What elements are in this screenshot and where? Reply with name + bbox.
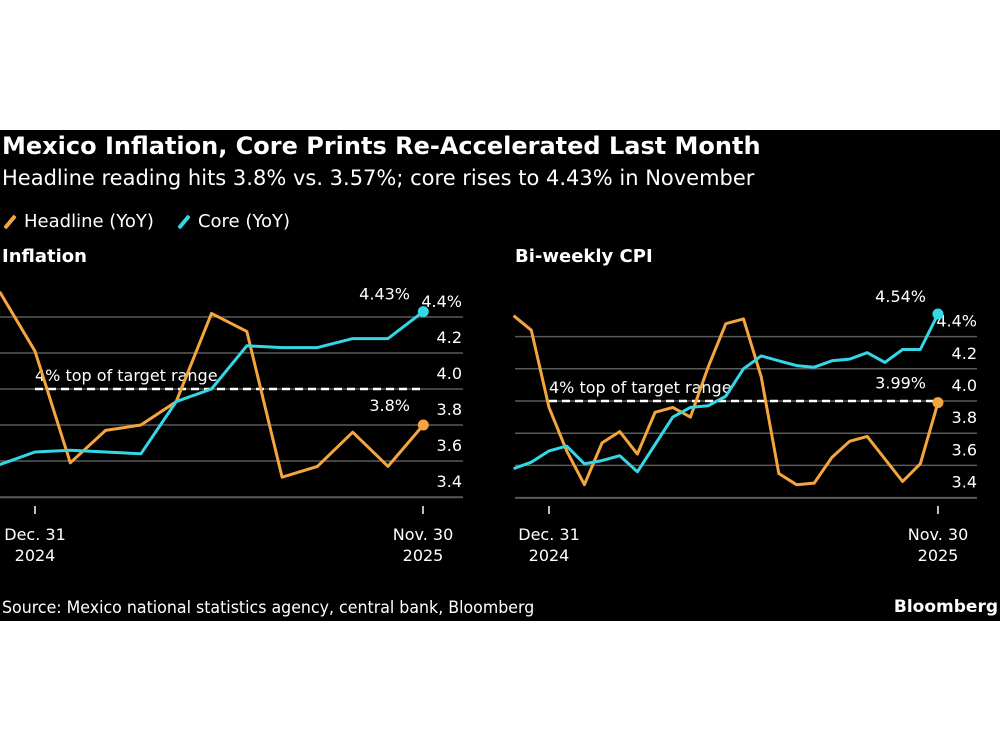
core-end-point: [417, 306, 429, 318]
headline-end-label: 3.8%: [369, 396, 410, 415]
y-tick-label: 4.2: [952, 344, 977, 363]
chart-title-inflation: Inflation: [2, 246, 87, 267]
y-tick-label: 4.2: [437, 328, 462, 347]
headline-line: [512, 314, 940, 487]
y-tick-label: 4.0: [437, 364, 462, 383]
legend: Headline (YoY) Core (YoY): [2, 211, 312, 232]
core-end-label: 4.54%: [875, 287, 926, 306]
y-tick-label: 3.6: [437, 436, 462, 455]
x-tick-label: Dec. 31: [518, 525, 580, 544]
x-tick-label: 2024: [15, 546, 56, 565]
headline-end-label: 3.99%: [875, 374, 926, 393]
y-tick-label: 3.4: [437, 472, 462, 491]
chart-subtitle: Headline reading hits 3.8% vs. 3.57%; co…: [2, 166, 755, 190]
chart-title-biweekly: Bi-weekly CPI: [515, 246, 653, 267]
y-tick-label: 3.4: [952, 473, 977, 492]
target-range-label: 4% top of target range: [35, 366, 218, 385]
x-tick-label: Nov. 30: [908, 525, 969, 544]
source-note: Source: Mexico national statistics agenc…: [2, 598, 535, 618]
y-tick-label: 4.0: [952, 376, 977, 395]
bloomberg-logo: Bloomberg: [893, 597, 998, 617]
y-tick-label: 3.8: [437, 400, 462, 419]
target-range-label: 4% top of target range: [549, 378, 732, 397]
x-tick-label: Dec. 31: [4, 525, 66, 544]
y-tick-label: 3.6: [952, 440, 977, 459]
x-tick-label: 2024: [529, 546, 570, 565]
headline-end-point: [417, 419, 429, 431]
y-tick-label: 4.4%: [936, 312, 977, 331]
x-tick-label: 2025: [403, 546, 444, 565]
headline-line: [0, 291, 425, 479]
y-tick-label: 4.4%: [421, 292, 462, 311]
chart-title: Mexico Inflation, Core Prints Re-Acceler…: [2, 132, 761, 160]
core-line: [513, 313, 940, 474]
x-tick-label: 2025: [918, 546, 959, 565]
core-end-point: [932, 308, 944, 320]
x-tick-label: Nov. 30: [393, 525, 454, 544]
core-line: [0, 310, 425, 467]
core-end-label: 4.43%: [359, 285, 410, 304]
legend-label-headline: Headline (YoY): [24, 211, 154, 232]
legend-label-core: Core (YoY): [197, 211, 290, 232]
chart-panel: [0, 130, 1000, 621]
y-tick-label: 3.8: [952, 408, 977, 427]
headline-end-point: [932, 397, 944, 409]
